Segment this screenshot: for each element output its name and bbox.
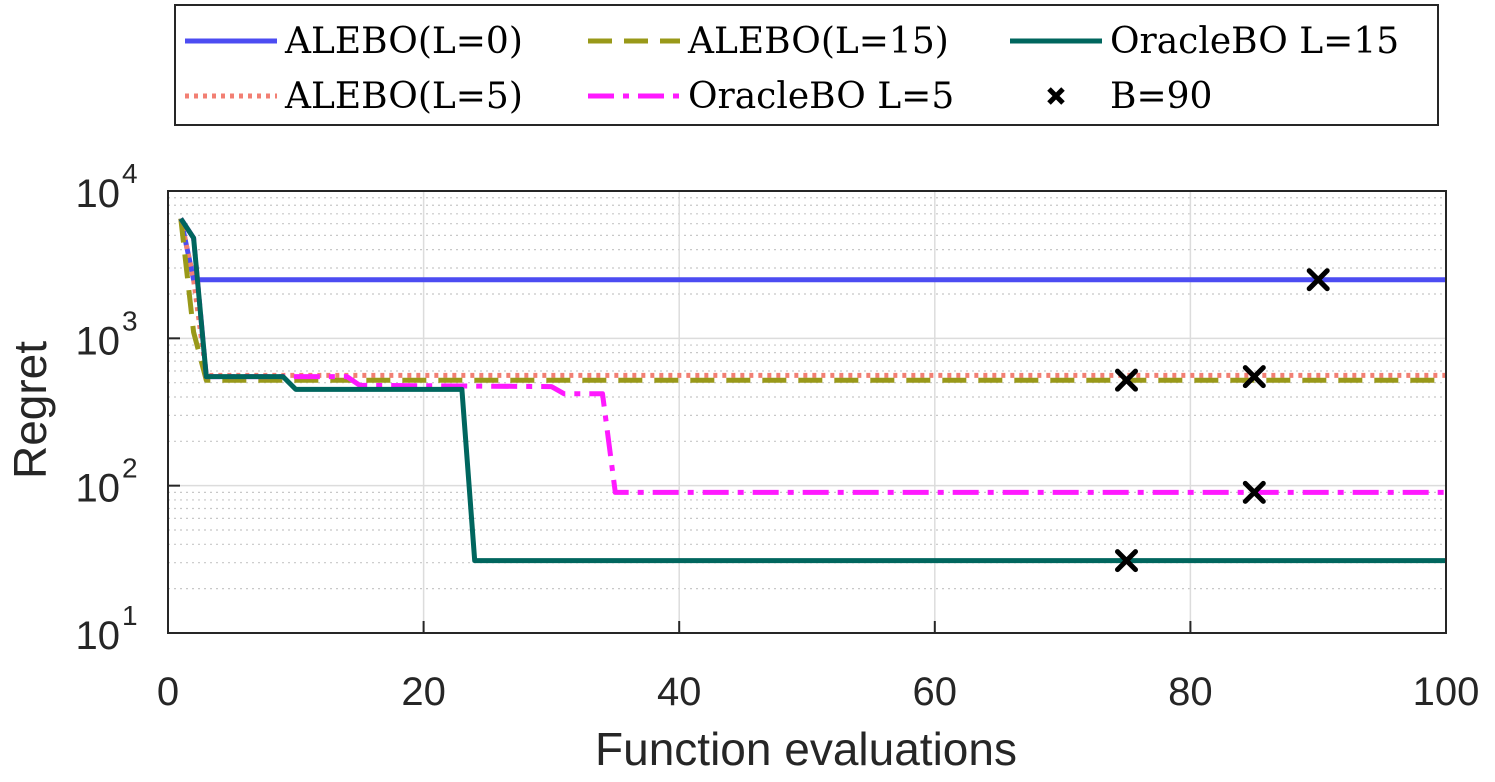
legend-item-oraclebo-l-5: OracleBO L=5: [588, 76, 954, 117]
legend: ALEBO(L=0) ALEBO(L=15) OracleBO L=15 ALEBO(…: [174, 4, 1439, 126]
b90-marker: [1242, 365, 1266, 389]
b90-marker: [1115, 368, 1138, 392]
y-tick-label: 10: [76, 172, 121, 216]
legend-label: ALEBO(L=5): [284, 76, 523, 117]
legend-label: B=90: [1110, 76, 1212, 117]
y-tick-label: 10: [76, 467, 121, 511]
y-tick-label: 10: [76, 614, 121, 658]
legend-label: OracleBO L=5: [688, 76, 954, 117]
x-tick-label: 60: [913, 670, 958, 714]
x-axis-title: Function evaluations: [595, 723, 1017, 775]
legend-marker-stroke: [1047, 87, 1065, 105]
legend-item-alebo-l-0: ALEBO(L=0): [185, 21, 523, 62]
y-tick-exponent: 4: [122, 158, 138, 189]
y-tick-exponent: 2: [122, 453, 138, 484]
legend-label: OracleBO L=15: [1110, 21, 1399, 62]
b90-marker-stroke: [1242, 365, 1266, 389]
y-axis-title: Regret: [4, 341, 56, 479]
b90-marker-stroke: [1115, 549, 1138, 573]
series-line-alebo-l-0: [178, 218, 1446, 283]
legend-label: ALEBO(L=15): [687, 21, 949, 62]
x-tick-label: 80: [1168, 670, 1213, 714]
x-tick-label: 40: [657, 670, 702, 714]
plot-area: [168, 191, 1446, 633]
b90-marker: [1115, 549, 1138, 573]
legend-item-alebo-l-15: ALEBO(L=15): [588, 21, 949, 62]
legend-item-oraclebo-l-15: OracleBO L=15: [1010, 21, 1399, 62]
b90-marker: [1306, 268, 1330, 292]
b90-marker-stroke: [1115, 368, 1138, 392]
b90-marker-stroke: [1306, 268, 1330, 292]
y-tick-label: 10: [76, 319, 121, 363]
legend-item-alebo-l-5: ALEBO(L=5): [185, 76, 523, 117]
legend-box: [174, 4, 1439, 126]
series-line-oraclebo-l-15: [178, 217, 1446, 564]
x-tick-label: 100: [1413, 670, 1480, 714]
legend-label: ALEBO(L=0): [284, 21, 523, 62]
marker-layer: [1115, 268, 1330, 573]
y-tick-exponent: 3: [122, 305, 138, 336]
b90-marker: [1242, 480, 1266, 504]
series-line-alebo-l-15: [178, 218, 1446, 383]
legend-item-b-90: B=90: [1047, 76, 1212, 117]
series-layer: [178, 217, 1446, 564]
x-tick-label: 0: [157, 670, 179, 714]
y-tick-exponent: 1: [122, 600, 138, 631]
plot-frame: [167, 190, 1447, 634]
x-tick-label: 20: [401, 670, 446, 714]
b90-marker-stroke: [1242, 480, 1266, 504]
